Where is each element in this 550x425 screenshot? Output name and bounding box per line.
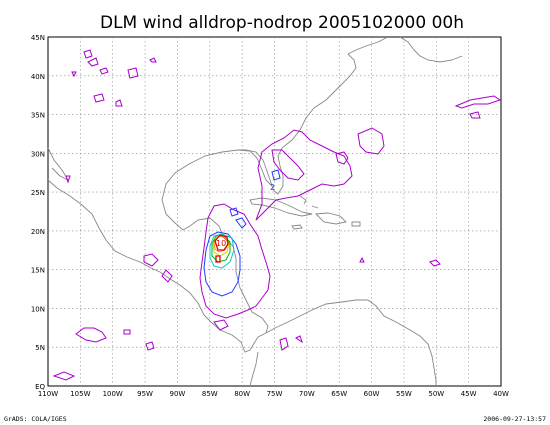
lon-tick-label: 80W (234, 390, 250, 398)
coast-bahamas (299, 195, 319, 209)
lon-tick-label: 45W (461, 390, 477, 398)
contour-cyan (209, 233, 235, 269)
lat-tick-label: EQ (35, 383, 45, 391)
contour-red (214, 234, 229, 263)
lat-tick-label: 40N (31, 73, 45, 81)
coast-gulf-mexico (47, 179, 267, 353)
coast-south-america (265, 299, 437, 386)
lat-tick-label: 30N (31, 150, 45, 158)
lon-tick-label: 60W (364, 390, 380, 398)
coast-canada (347, 36, 463, 63)
lon-tick-label: 40W (493, 390, 509, 398)
wind-contours (52, 49, 502, 381)
contour-label-minor: 2 (270, 183, 275, 192)
lon-tick-label: 100W (103, 390, 123, 398)
lon-tick-label: 50W (428, 390, 444, 398)
grid-lines (48, 37, 501, 386)
lon-tick-label: 105W (70, 390, 90, 398)
coastlines (47, 36, 463, 387)
lat-tick-label: 45N (31, 34, 45, 42)
latitude-labels: EQ 5N 10N 15N 20N 25N 30N 35N 40N 45N (31, 34, 46, 391)
coast-puerto-rico (351, 221, 361, 227)
lon-tick-label: 70W (299, 390, 315, 398)
lon-tick-label: 95W (137, 390, 153, 398)
lon-tick-label: 90W (170, 390, 186, 398)
lon-tick-label: 75W (267, 390, 283, 398)
coast-jamaica (291, 224, 303, 230)
lon-tick-label: 85W (202, 390, 218, 398)
contour-blue (203, 169, 281, 297)
footer-right: 2006-09-27-13:57 (483, 415, 546, 423)
lat-tick-label: 5N (35, 344, 45, 352)
longitude-labels: 110W 105W 100W 95W 90W 85W 80W 75W 70W 65W 60W 55W 5… (38, 390, 509, 398)
lon-tick-label: 110W (38, 390, 58, 398)
lon-tick-label: 55W (396, 390, 412, 398)
coast-florida (238, 53, 357, 195)
lat-tick-label: 25N (31, 189, 45, 197)
contour-magenta (52, 49, 502, 381)
coast-pacific-south-america (249, 351, 259, 387)
lat-tick-label: 15N (31, 267, 45, 275)
footer-left: GrADS: COLA/IGES (4, 415, 67, 423)
lat-tick-label: 10N (31, 305, 45, 313)
coast-hispaniola (314, 212, 347, 225)
map-title: DLM wind alldrop-nodrop 2005102000 00h (100, 13, 464, 33)
contour-label-center: 10 (216, 239, 226, 248)
lon-tick-label: 65W (331, 390, 347, 398)
coast-cuba (249, 197, 313, 217)
lat-tick-label: 20N (31, 228, 45, 236)
coast-baja (47, 147, 70, 182)
lat-tick-label: 35N (31, 112, 45, 120)
